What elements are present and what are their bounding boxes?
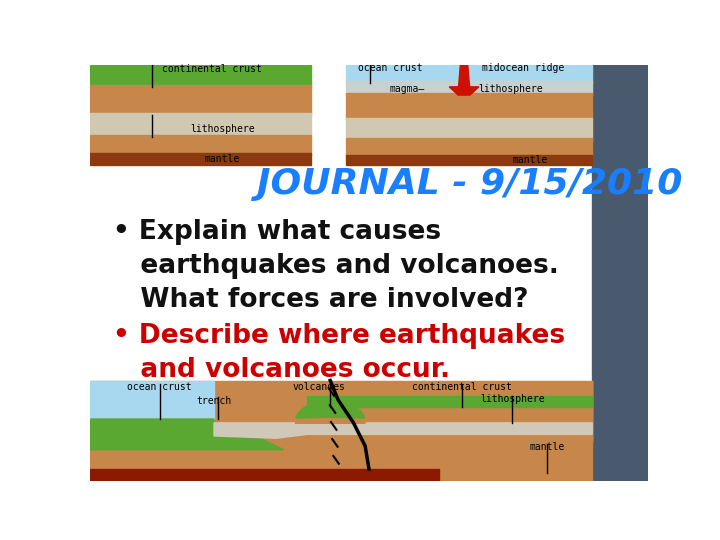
Text: lithosphere: lithosphere (479, 84, 543, 94)
Bar (90, 135, 311, 155)
Bar (90, 113, 311, 137)
Polygon shape (296, 401, 364, 418)
Bar (346, 118, 593, 140)
Text: magma—: magma— (390, 84, 425, 94)
Bar (346, 155, 593, 165)
Polygon shape (214, 423, 593, 438)
Bar (90, 469, 438, 481)
Text: ocean crust: ocean crust (358, 63, 423, 73)
Text: volcanoes: volcanoes (292, 382, 345, 392)
Polygon shape (90, 419, 284, 450)
Text: lithosphere: lithosphere (480, 394, 545, 404)
Polygon shape (449, 87, 479, 95)
Text: midocean ridge: midocean ridge (482, 63, 564, 73)
Text: • Explain what causes
   earthquakes and volcanoes.
   What forces are involved?: • Explain what causes earthquakes and vo… (113, 219, 559, 313)
Polygon shape (458, 65, 470, 95)
Bar (346, 81, 593, 95)
Text: mantle: mantle (530, 442, 565, 452)
Bar (90, 381, 593, 481)
Text: mantle: mantle (205, 154, 240, 164)
Text: continental crust: continental crust (161, 64, 261, 74)
Text: • Describe where earthquakes
   and volcanoes occur.: • Describe where earthquakes and volcano… (113, 323, 565, 383)
Bar (346, 65, 593, 83)
Bar (90, 85, 311, 115)
Bar (225, 381, 593, 442)
Text: ocean crust: ocean crust (127, 382, 192, 392)
Bar (307, 396, 593, 408)
Polygon shape (295, 402, 365, 423)
Text: continental crust: continental crust (412, 382, 512, 392)
Bar (593, 65, 648, 481)
Text: JOURNAL - 9/15/2010: JOURNAL - 9/15/2010 (257, 167, 683, 201)
Bar (346, 93, 593, 120)
Text: lithosphere: lithosphere (190, 124, 255, 134)
Bar (346, 138, 593, 157)
Bar (90, 153, 311, 165)
Polygon shape (90, 450, 361, 481)
Text: trench: trench (197, 396, 232, 406)
Bar (90, 381, 214, 419)
Bar (90, 65, 311, 87)
Text: mantle: mantle (513, 155, 548, 165)
